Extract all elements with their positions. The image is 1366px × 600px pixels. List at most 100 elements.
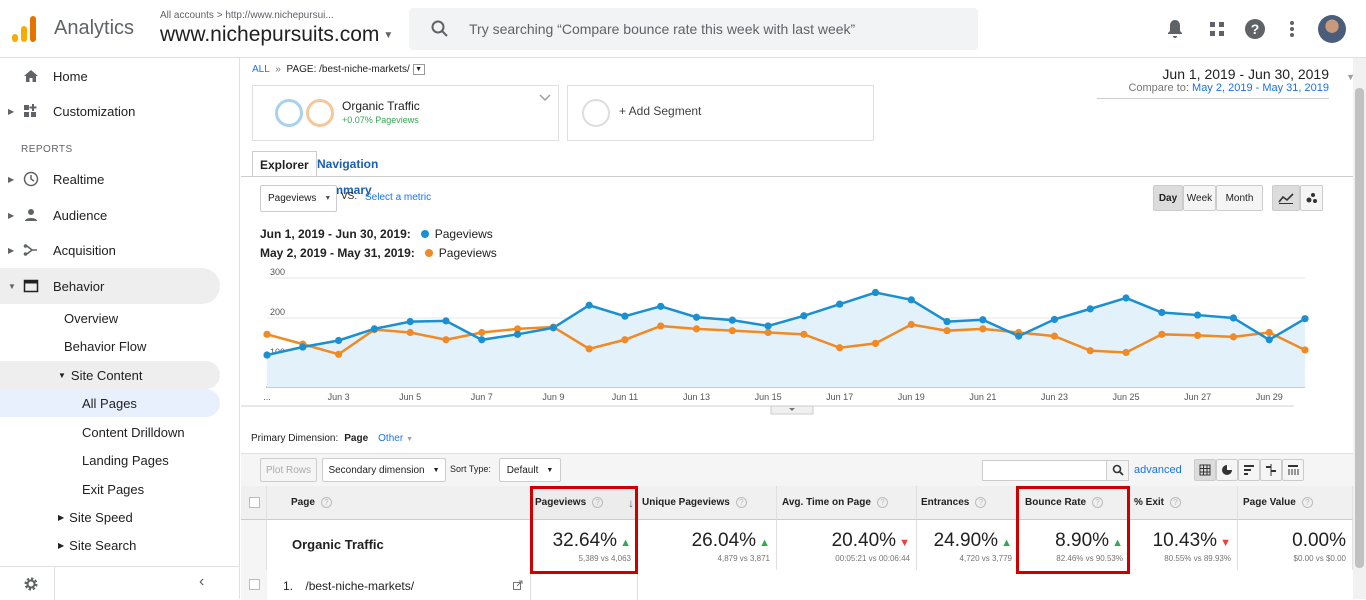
scrollbar-thumb[interactable] bbox=[1355, 88, 1364, 568]
data-point[interactable] bbox=[263, 351, 271, 359]
data-point[interactable] bbox=[764, 322, 772, 330]
open-page-icon[interactable] bbox=[513, 580, 523, 590]
search-bar[interactable] bbox=[409, 8, 978, 50]
sidebar-item-site-content[interactable]: ▼ Site Content bbox=[0, 361, 220, 389]
help-icon[interactable]: ? bbox=[735, 497, 747, 508]
data-point[interactable] bbox=[979, 316, 987, 324]
breadcrumb-all-link[interactable]: ALL bbox=[252, 64, 270, 76]
table-view-button[interactable] bbox=[1194, 459, 1216, 481]
data-point[interactable] bbox=[1265, 328, 1273, 337]
data-point[interactable] bbox=[1229, 333, 1238, 341]
data-point[interactable] bbox=[334, 336, 343, 345]
data-point[interactable] bbox=[513, 330, 522, 338]
month-button[interactable]: Month bbox=[1216, 185, 1263, 211]
help-icon[interactable]: ? bbox=[1243, 17, 1267, 41]
help-icon[interactable]: ? bbox=[592, 497, 604, 508]
sidebar-item-site-speed[interactable]: ▶ Site Speed bbox=[0, 503, 220, 531]
data-point[interactable] bbox=[1122, 294, 1130, 302]
data-point[interactable] bbox=[800, 312, 808, 320]
collapse-sidebar-icon[interactable]: ‹ bbox=[199, 573, 205, 590]
data-point[interactable] bbox=[478, 336, 486, 344]
data-point[interactable] bbox=[1015, 332, 1023, 340]
sidebar-item-behavior-flow[interactable]: Behavior Flow bbox=[0, 332, 220, 360]
comparison-view-button[interactable] bbox=[1260, 459, 1282, 481]
help-icon[interactable]: ? bbox=[1170, 497, 1182, 508]
data-point[interactable] bbox=[585, 345, 593, 353]
week-button[interactable]: Week bbox=[1183, 185, 1216, 211]
pie-view-button[interactable] bbox=[1216, 459, 1238, 481]
search-input[interactable] bbox=[469, 8, 969, 50]
data-point[interactable] bbox=[1050, 332, 1059, 340]
data-point[interactable] bbox=[478, 328, 486, 337]
data-point[interactable] bbox=[334, 350, 343, 358]
table-filter-input[interactable] bbox=[982, 460, 1129, 481]
data-point[interactable] bbox=[907, 320, 915, 329]
header-unique-pageviews[interactable]: Unique Pageviews? bbox=[638, 486, 777, 520]
search-icon[interactable] bbox=[1112, 464, 1124, 476]
sidebar-item-all-pages[interactable]: All Pages bbox=[0, 389, 220, 417]
data-point[interactable] bbox=[657, 322, 665, 330]
data-point[interactable] bbox=[1229, 314, 1238, 322]
data-point[interactable] bbox=[1086, 347, 1094, 355]
sidebar-item-home[interactable]: Home bbox=[0, 58, 220, 94]
line-chart-button[interactable] bbox=[1272, 185, 1300, 211]
sidebar-item-audience[interactable]: ▶ Audience bbox=[0, 197, 220, 233]
data-point[interactable] bbox=[406, 318, 414, 326]
performance-view-button[interactable] bbox=[1238, 459, 1260, 481]
gear-icon[interactable] bbox=[23, 576, 39, 592]
sidebar-item-behavior[interactable]: ▼ Behavior bbox=[0, 268, 220, 304]
data-point[interactable] bbox=[1301, 315, 1309, 323]
add-segment-button[interactable]: + Add Segment bbox=[567, 85, 874, 141]
help-icon[interactable]: ? bbox=[975, 497, 987, 508]
data-point[interactable] bbox=[1301, 346, 1309, 354]
header-pageviews[interactable]: Pageviews? ↓ bbox=[531, 486, 638, 520]
help-icon[interactable]: ? bbox=[1092, 497, 1104, 508]
other-dimension-link[interactable]: Other bbox=[378, 433, 404, 444]
select-metric-link[interactable]: Select a metric bbox=[365, 192, 432, 203]
page-scrollbar[interactable] bbox=[1353, 58, 1366, 599]
account-selector[interactable]: All accounts > http://www.nichepursui...… bbox=[160, 10, 393, 47]
data-point[interactable] bbox=[1122, 348, 1130, 357]
data-point[interactable] bbox=[442, 317, 450, 325]
data-point[interactable] bbox=[692, 313, 701, 321]
header-exit[interactable]: % Exit? bbox=[1130, 486, 1238, 520]
analytics-logo-icon[interactable] bbox=[12, 16, 38, 42]
advanced-filter-link[interactable]: advanced bbox=[1134, 464, 1182, 476]
data-point[interactable] bbox=[907, 296, 915, 304]
pivot-view-button[interactable] bbox=[1282, 459, 1304, 481]
help-icon[interactable]: ? bbox=[1301, 497, 1313, 508]
row-page-link[interactable]: /best-niche-markets/ bbox=[305, 579, 415, 593]
data-point[interactable] bbox=[657, 302, 665, 310]
data-point[interactable] bbox=[800, 330, 808, 338]
data-point[interactable] bbox=[1194, 331, 1202, 340]
data-point[interactable] bbox=[836, 344, 844, 352]
metric-selector[interactable]: Pageviews ▼ bbox=[260, 185, 337, 212]
day-button[interactable]: Day bbox=[1153, 185, 1183, 211]
sidebar-item-site-search[interactable]: ▶ Site Search bbox=[0, 531, 220, 559]
data-point[interactable] bbox=[692, 325, 701, 333]
segment-organic-traffic[interactable]: Organic Traffic +0.07% Pageviews bbox=[252, 85, 559, 141]
data-point[interactable] bbox=[1158, 308, 1166, 317]
data-point[interactable] bbox=[1194, 311, 1202, 319]
data-point[interactable] bbox=[979, 325, 987, 333]
data-point[interactable] bbox=[728, 316, 736, 324]
help-icon[interactable]: ? bbox=[876, 497, 888, 508]
help-icon[interactable]: ? bbox=[320, 497, 332, 508]
plot-rows-button[interactable]: Plot Rows bbox=[260, 458, 317, 482]
more-vert-icon[interactable] bbox=[1280, 17, 1304, 41]
sidebar-item-realtime[interactable]: ▶ Realtime bbox=[0, 161, 220, 197]
primary-dimension-page[interactable]: Page bbox=[344, 433, 369, 444]
data-point[interactable] bbox=[728, 327, 736, 335]
tab-navigation-summary[interactable]: Navigation Summary bbox=[317, 157, 379, 197]
data-point[interactable] bbox=[871, 288, 880, 297]
date-range-picker[interactable]: Jun 1, 2019 - Jun 30, 2019 Compare to: M… bbox=[1128, 66, 1329, 94]
header-page-value[interactable]: Page Value? bbox=[1238, 486, 1353, 520]
data-point[interactable] bbox=[764, 328, 772, 337]
data-point[interactable] bbox=[1050, 315, 1059, 324]
data-point[interactable] bbox=[370, 325, 378, 333]
breadcrumb-dropdown-icon[interactable]: ▼ bbox=[412, 64, 425, 75]
sidebar-item-acquisition[interactable]: ▶ Acquisition bbox=[0, 232, 220, 268]
data-point[interactable] bbox=[585, 301, 593, 309]
sidebar-item-content-drilldown[interactable]: Content Drilldown bbox=[0, 418, 220, 446]
